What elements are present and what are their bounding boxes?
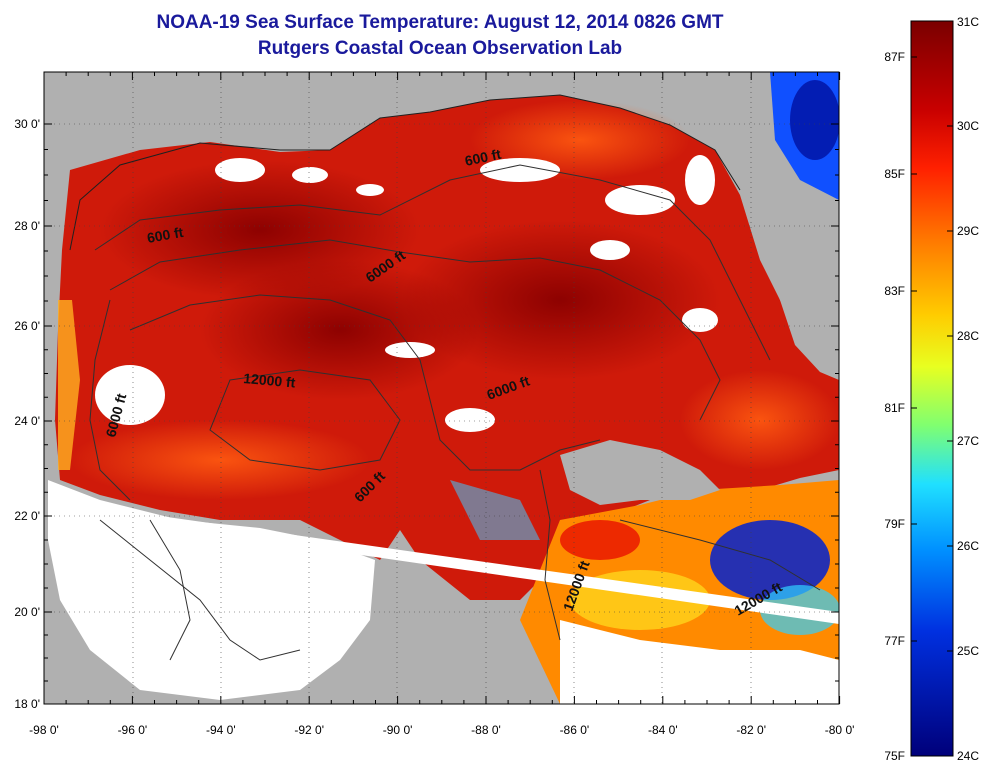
contour-label: 6000 ft	[363, 247, 409, 286]
yucatan-cloud	[48, 480, 375, 700]
lon-tick-label: -80 0'	[825, 723, 855, 737]
contour-label: 600 ft	[463, 146, 502, 169]
lon-tick-label: -88 0'	[471, 723, 501, 737]
colorbar-celsius-label: 26C	[957, 539, 979, 553]
lat-tick-label: 18 0'	[14, 697, 40, 711]
colorbar-fahrenheit-label: 79F	[884, 517, 905, 531]
colorbar-celsius-label: 31C	[957, 15, 979, 29]
contour-label: 6000 ft	[102, 391, 129, 438]
contour-label: 600 ft	[146, 224, 185, 246]
lon-tick-label: -94 0'	[206, 723, 236, 737]
colorbar-celsius-label: 24C	[957, 749, 979, 763]
bathymetry-contours	[89, 164, 821, 661]
lon-tick-label: -84 0'	[648, 723, 678, 737]
colorbar-fahrenheit-label: 87F	[884, 50, 905, 64]
map-subtitle: Rutgers Coastal Ocean Observation Lab	[257, 38, 623, 59]
lat-tick-label: 22 0'	[14, 509, 40, 523]
lon-tick-label: -90 0'	[383, 723, 413, 737]
coastline	[69, 94, 741, 251]
colorbar-celsius-label: 29C	[957, 224, 979, 238]
lat-tick-label: 30 0'	[14, 117, 40, 131]
lon-tick-label: -86 0'	[560, 723, 590, 737]
florida-land	[740, 140, 839, 380]
lon-tick-label: -98 0'	[29, 723, 59, 737]
graticule	[44, 72, 839, 704]
map-title: NOAA-19 Sea Surface Temperature: August …	[156, 12, 724, 33]
gulf-sst-field	[55, 95, 839, 600]
lon-tick-label: -96 0'	[118, 723, 148, 737]
colorbar	[910, 20, 954, 757]
contour-label: 6000 ft	[485, 372, 532, 402]
map-frame	[43, 71, 840, 705]
lat-tick-label: 28 0'	[14, 219, 40, 233]
colorbar-celsius-label: 30C	[957, 119, 979, 133]
lon-tick-label: -82 0'	[736, 723, 766, 737]
colorbar-fahrenheit-label: 81F	[884, 401, 905, 415]
contour-label: 12000 ft	[732, 579, 785, 619]
lon-tick-label: -92 0'	[294, 723, 324, 737]
colorbar-fahrenheit-label: 83F	[884, 284, 905, 298]
contour-label: 12000 ft	[243, 370, 297, 391]
colorbar-celsius-label: 27C	[957, 434, 979, 448]
colorbar-celsius-label: 28C	[957, 329, 979, 343]
cuba-cloud	[560, 620, 839, 704]
colorbar-celsius-label: 25C	[957, 644, 979, 658]
lat-tick-label: 24 0'	[14, 414, 40, 428]
lat-tick-label: 20 0'	[14, 605, 40, 619]
contour-label: 600 ft	[351, 468, 388, 505]
cuba-land	[560, 440, 720, 505]
swath-gap	[160, 516, 839, 624]
colorbar-fahrenheit-label: 85F	[884, 167, 905, 181]
cloud-patches	[95, 155, 718, 432]
caribbean-sst-field	[520, 480, 839, 704]
lat-tick-label: 26 0'	[14, 319, 40, 333]
colorbar-fahrenheit-label: 77F	[884, 634, 905, 648]
land-area	[44, 72, 839, 704]
colorbar-fahrenheit-label: 75F	[884, 749, 905, 763]
contour-label: 12000 ft	[560, 558, 593, 613]
